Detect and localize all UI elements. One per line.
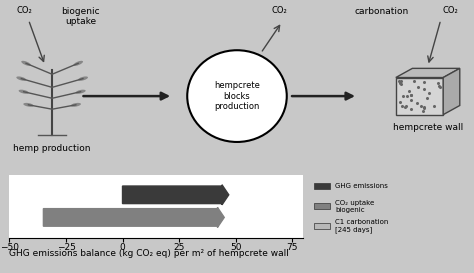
Text: carbonation: carbonation [355,7,409,16]
Ellipse shape [73,61,83,66]
Bar [314,223,330,229]
Text: hemp production: hemp production [13,144,91,153]
Text: hempcrete wall: hempcrete wall [392,123,463,132]
Text: CO₂: CO₂ [442,7,458,15]
Text: C1 carbonation
[245 days]: C1 carbonation [245 days] [335,219,388,233]
Text: biogenic
uptake: biogenic uptake [61,7,100,26]
Polygon shape [396,68,460,78]
Text: GHG emissions balance (kg CO₂ eq) per m² of hempcrete wall: GHG emissions balance (kg CO₂ eq) per m²… [9,249,289,258]
Text: CO₂: CO₂ [17,7,32,15]
Ellipse shape [21,61,31,66]
FancyArrow shape [122,185,229,205]
Text: GHG emissions: GHG emissions [335,183,388,189]
Circle shape [187,50,287,142]
Polygon shape [396,78,443,115]
Ellipse shape [23,103,34,107]
FancyArrow shape [44,207,224,227]
Bar [314,203,330,209]
Ellipse shape [75,90,86,94]
Text: CO₂: CO₂ [272,7,288,15]
Ellipse shape [18,90,29,94]
Text: CO₂ uptake
biogenic: CO₂ uptake biogenic [335,200,374,213]
Ellipse shape [78,76,88,81]
Polygon shape [443,68,460,115]
Ellipse shape [71,103,81,107]
Bar [314,183,330,189]
Text: hempcrete
blocks
production: hempcrete blocks production [214,81,260,111]
Ellipse shape [16,76,27,81]
